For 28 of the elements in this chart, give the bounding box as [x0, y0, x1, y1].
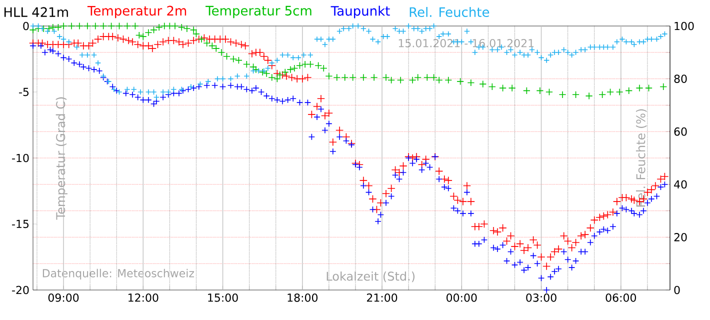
- y-tick-label: -15: [12, 220, 29, 228]
- x-tick-label: 12:00: [128, 294, 158, 302]
- x-tick-label: 15:00: [208, 294, 238, 302]
- x-tick-label: 09:00: [48, 294, 79, 302]
- series-label: Temperatur 2m: [87, 6, 186, 18]
- x-tick-label: 18:00: [288, 294, 318, 302]
- series-label: Rel. Feuchte: [410, 6, 490, 18]
- text: Taupunkt: [330, 6, 390, 18]
- x-tick-label: 00:00: [446, 294, 477, 302]
- y2-tick-label: 0: [674, 286, 680, 294]
- series-label: Temperatur 5cm: [206, 6, 312, 18]
- y-tick-label: -20: [12, 286, 29, 294]
- x-tick-label: 06:00: [606, 294, 636, 302]
- x-tick-label: 03:00: [526, 294, 556, 302]
- annotation: Datenquelle: Meteoschweiz: [42, 268, 194, 280]
- y-tick-label: -5: [19, 88, 29, 96]
- y2-tick-label: 40: [674, 180, 687, 189]
- y2-tick-label: 20: [674, 233, 687, 242]
- x-axis-title: Lokalzeit (Std.): [326, 271, 415, 282]
- y-tick-label: 0: [23, 22, 29, 30]
- annotation: 15.01.2021 - 16.01.2021: [398, 38, 534, 48]
- y2-tick-label: 100: [674, 22, 694, 30]
- x-tick-label: 21:00: [366, 294, 398, 302]
- y2-tick-label: 60: [674, 127, 687, 136]
- chart-title: HLL 421m: [4, 7, 68, 17]
- y2-tick-label: 80: [674, 74, 687, 83]
- y-axis-title: Temperatur (Grad C): [56, 97, 68, 220]
- y-tick-label: -10: [12, 154, 29, 162]
